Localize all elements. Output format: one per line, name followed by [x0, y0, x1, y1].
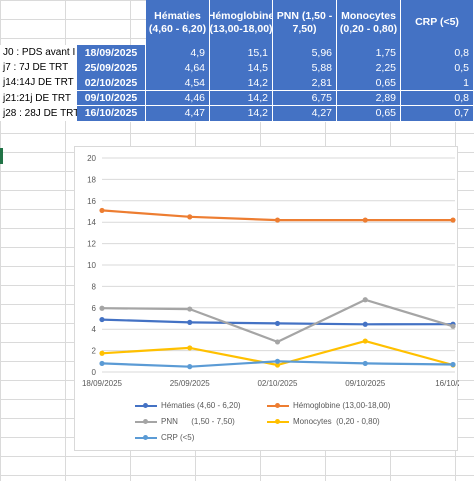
value-cell[interactable]: 0,5 — [401, 60, 474, 76]
legend-item-hemoglobine: Hémoglobine (13,00-18,00) — [267, 401, 390, 410]
row-divider — [77, 120, 474, 122]
data-point — [187, 364, 193, 370]
value-cell[interactable]: 14,2 — [210, 75, 273, 91]
date-cell[interactable]: 09/10/2025 — [77, 90, 146, 106]
x-tick-label: 09/10/2025 — [345, 379, 386, 388]
value-cell[interactable]: 0,65 — [337, 75, 401, 91]
header-pnn[interactable]: PNN (1,50 - 7,50) — [273, 0, 337, 45]
data-point — [362, 338, 368, 344]
row-label[interactable]: j7 : 7J DE TRT — [0, 60, 77, 76]
y-tick-label: 8 — [92, 282, 97, 291]
value-cell[interactable]: 5,96 — [273, 45, 337, 61]
header-monocytes[interactable]: Monocytes (0,20 - 0,80) — [337, 0, 401, 45]
data-point — [274, 320, 281, 327]
data-point — [450, 323, 456, 329]
value-cell[interactable]: 14,2 — [210, 105, 273, 121]
row-label[interactable]: j28 : 28J DE TRT — [0, 105, 77, 121]
value-cell[interactable]: 5,88 — [273, 60, 337, 76]
data-point — [99, 207, 105, 214]
date-cell[interactable]: 16/10/2025 — [77, 105, 146, 121]
legend-item-monocytes: Monocytes (0,20 - 0,80) — [267, 417, 380, 426]
row-label[interactable]: j21:21j DE TRT — [0, 90, 77, 106]
value-cell[interactable]: 2,89 — [337, 90, 401, 106]
y-tick-label: 10 — [87, 261, 96, 270]
data-point — [187, 306, 193, 312]
value-cell[interactable]: 0,8 — [401, 90, 474, 106]
data-point — [99, 316, 105, 323]
header-hemoglobine[interactable]: Hémoglobine (13,00-18,00) — [210, 0, 273, 45]
value-cell[interactable]: 0,65 — [337, 105, 401, 121]
legend-item-crp: CRP (<5) — [135, 433, 194, 442]
value-cell[interactable]: 4,46 — [146, 90, 210, 106]
value-cell[interactable]: 1 — [401, 75, 474, 91]
chart-plot: 0 2 4 6 8 10 12 14 16 18 20 18/09/2025 25/09/2025 02/… — [82, 154, 459, 388]
value-cell[interactable]: 2,81 — [273, 75, 337, 91]
row-label[interactable]: J0 : PDS avant I — [0, 45, 77, 61]
y-tick-label: 6 — [92, 304, 97, 313]
data-point — [362, 321, 368, 327]
data-point — [99, 350, 105, 356]
y-tick-label: 0 — [92, 368, 97, 377]
value-cell[interactable]: 14,2 — [210, 90, 273, 106]
value-cell[interactable]: 4,27 — [273, 105, 337, 121]
date-cell[interactable]: 18/09/2025 — [77, 45, 146, 61]
data-point — [362, 297, 368, 303]
value-cell[interactable]: 4,9 — [146, 45, 210, 61]
y-tick-label: 20 — [87, 154, 96, 163]
data-point — [450, 217, 456, 223]
y-tick-label: 16 — [87, 197, 96, 206]
value-cell[interactable]: 0,7 — [401, 105, 474, 121]
y-tick-label: 4 — [92, 325, 97, 334]
x-tick-label: 16/10/202 — [435, 379, 459, 388]
date-cell[interactable]: 02/10/2025 — [77, 75, 146, 91]
value-cell[interactable]: 15,1 — [210, 45, 273, 61]
row-label[interactable]: j14:14J DE TRT — [0, 75, 77, 91]
y-tick-label: 12 — [87, 240, 96, 249]
active-cell-indicator — [0, 148, 3, 164]
data-table: Hématies (4,60 - 6,20) Hémoglobine (13,0… — [0, 0, 474, 122]
data-point — [274, 339, 281, 345]
data-point — [99, 360, 105, 367]
data-point — [362, 360, 368, 367]
value-cell[interactable]: 6,75 — [273, 90, 337, 106]
legend-item-pnn: PNN (1,50 - 7,50) — [135, 417, 235, 426]
y-tick-label: 14 — [87, 218, 96, 227]
x-tick-label: 02/10/2025 — [257, 379, 298, 388]
value-cell[interactable]: 1,75 — [337, 45, 401, 61]
data-point — [450, 361, 456, 368]
header-crp[interactable]: CRP (<5) — [401, 0, 474, 45]
y-tick-label: 18 — [87, 175, 96, 184]
data-point — [274, 358, 281, 364]
value-cell[interactable]: 14,5 — [210, 60, 273, 76]
data-point — [187, 319, 193, 325]
value-cell[interactable]: 2,25 — [337, 60, 401, 76]
value-cell[interactable]: 4,54 — [146, 75, 210, 91]
data-point — [362, 217, 368, 223]
value-cell[interactable]: 0,8 — [401, 45, 474, 61]
date-cell[interactable]: 25/09/2025 — [77, 60, 146, 76]
data-point — [274, 217, 281, 223]
data-point — [187, 345, 193, 351]
header-hematies[interactable]: Hématies (4,60 - 6,20) — [146, 0, 210, 45]
x-tick-label: 18/09/2025 — [82, 379, 123, 388]
value-cell[interactable]: 4,64 — [146, 60, 210, 76]
line-chart[interactable]: 0 2 4 6 8 10 12 14 16 18 20 18/09/2025 25/09/2025 02/… — [74, 146, 459, 451]
data-point — [274, 362, 281, 368]
y-tick-label: 2 — [92, 347, 97, 356]
data-point — [187, 214, 193, 220]
data-point — [99, 305, 105, 311]
value-cell[interactable]: 4,47 — [146, 105, 210, 121]
x-tick-label: 25/09/2025 — [170, 379, 211, 388]
legend-item-hematies: Hématies (4,60 - 6,20) — [135, 401, 241, 410]
